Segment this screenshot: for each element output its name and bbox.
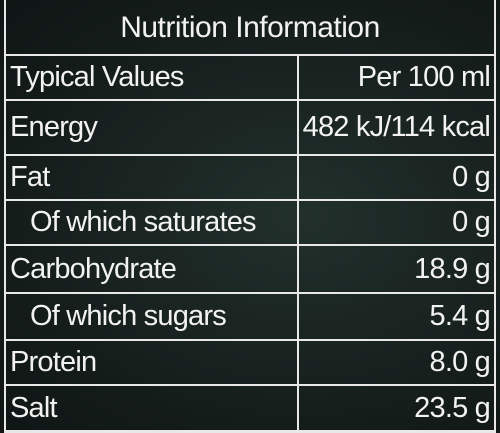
row-value: 8.0 g bbox=[296, 339, 497, 386]
row-label: Energy bbox=[4, 99, 299, 156]
table-row: Carbohydrate 18.9 g bbox=[4, 244, 497, 294]
row-value: 482 kJ/114 kcal bbox=[296, 99, 497, 156]
table-row: Energy 482 kJ/114 kcal bbox=[4, 99, 497, 156]
table-row: Salt 23.5 g bbox=[4, 384, 497, 432]
table-row: Fat 0 g bbox=[4, 154, 497, 201]
table-row: Of which sugars 5.4 g bbox=[4, 292, 497, 341]
row-label: Typical Values bbox=[4, 54, 299, 101]
row-label: Of which saturates bbox=[4, 199, 299, 246]
row-label: Of which sugars bbox=[4, 292, 299, 341]
row-label: Salt bbox=[4, 384, 299, 432]
row-value: Per 100 ml bbox=[296, 54, 497, 101]
row-label: Carbohydrate bbox=[4, 244, 299, 294]
row-label: Protein bbox=[4, 339, 299, 386]
row-label: Fat bbox=[4, 154, 299, 201]
nutrition-table: Typical Values Per 100 ml Energy 482 kJ/114… bbox=[4, 54, 497, 432]
row-value: 5.4 g bbox=[296, 292, 497, 341]
table-row: Of which saturates 0 g bbox=[4, 199, 497, 246]
label-title: Nutrition Information bbox=[120, 11, 380, 44]
table-row: Typical Values Per 100 ml bbox=[4, 54, 497, 101]
row-value: 0 g bbox=[296, 199, 497, 246]
row-value: 0 g bbox=[296, 154, 497, 201]
table-row: Protein 8.0 g bbox=[4, 339, 497, 386]
row-value: 23.5 g bbox=[296, 384, 497, 432]
row-value: 18.9 g bbox=[296, 244, 497, 294]
